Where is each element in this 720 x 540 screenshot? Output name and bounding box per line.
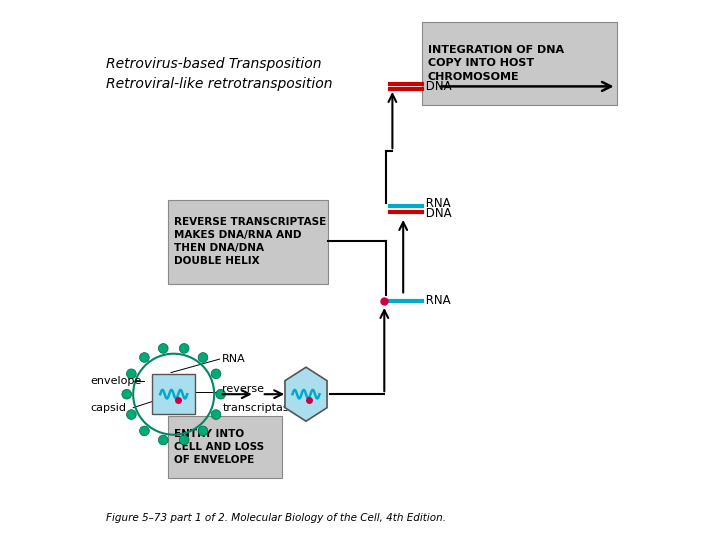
Text: capsid: capsid [90,403,126,413]
Text: RNA: RNA [222,354,246,364]
Circle shape [211,369,221,379]
Circle shape [198,426,208,436]
Circle shape [140,353,149,362]
Text: reverse: reverse [222,384,264,394]
Text: envelope: envelope [90,376,141,386]
Text: Retroviral-like retrotransposition: Retroviral-like retrotransposition [107,77,333,91]
Text: transcriptase: transcriptase [222,403,296,413]
Circle shape [179,435,189,445]
Circle shape [179,343,189,353]
Text: DNA: DNA [422,80,451,93]
Circle shape [158,435,168,445]
Circle shape [216,389,225,399]
Text: DNA: DNA [422,207,451,220]
FancyBboxPatch shape [168,200,328,284]
Polygon shape [285,367,327,421]
Circle shape [122,389,132,399]
Text: INTEGRATION OF DNA
COPY INTO HOST
CHROMOSOME: INTEGRATION OF DNA COPY INTO HOST CHROMO… [428,45,564,82]
Text: ENTRY INTO
CELL AND LOSS
OF ENVELOPE: ENTRY INTO CELL AND LOSS OF ENVELOPE [174,429,264,465]
Circle shape [158,343,168,353]
Circle shape [140,426,149,436]
Circle shape [127,410,136,420]
FancyBboxPatch shape [168,416,282,478]
Circle shape [127,369,136,379]
Text: RNA: RNA [422,197,451,210]
FancyBboxPatch shape [152,374,195,414]
FancyBboxPatch shape [422,22,616,105]
Text: Figure 5–73 part 1 of 2. Molecular Biology of the Cell, 4th Edition.: Figure 5–73 part 1 of 2. Molecular Biolo… [107,512,446,523]
Text: REVERSE TRANSCRIPTASE
MAKES DNA/RNA AND
THEN DNA/DNA
DOUBLE HELIX: REVERSE TRANSCRIPTASE MAKES DNA/RNA AND … [174,217,326,266]
Text: Retrovirus-based Transposition: Retrovirus-based Transposition [107,57,322,71]
Text: RNA: RNA [422,294,451,307]
Circle shape [211,410,221,420]
Circle shape [198,353,208,362]
